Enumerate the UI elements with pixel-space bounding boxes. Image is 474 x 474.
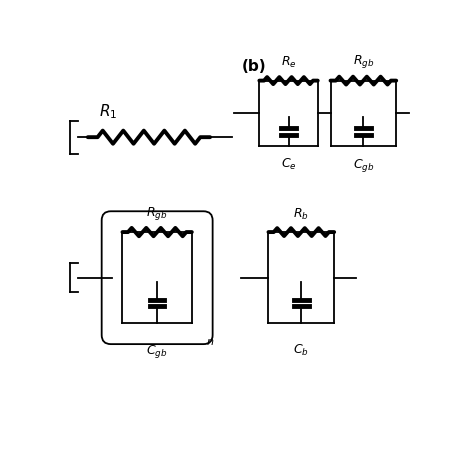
Text: $C_b$: $C_b$ (293, 343, 309, 358)
Text: $n$: $n$ (206, 337, 214, 347)
Text: $C_{gb}$: $C_{gb}$ (353, 156, 374, 173)
Text: $R_1$: $R_1$ (99, 102, 117, 121)
Text: $C_{gb}$: $C_{gb}$ (146, 343, 168, 360)
Text: $R_b$: $R_b$ (293, 207, 309, 222)
Text: $C_e$: $C_e$ (281, 156, 296, 172)
Text: $R_e$: $R_e$ (281, 55, 296, 70)
Text: (b): (b) (242, 58, 266, 73)
Text: $R_{gb}$: $R_{gb}$ (146, 205, 168, 222)
Text: $R_{gb}$: $R_{gb}$ (353, 54, 374, 70)
